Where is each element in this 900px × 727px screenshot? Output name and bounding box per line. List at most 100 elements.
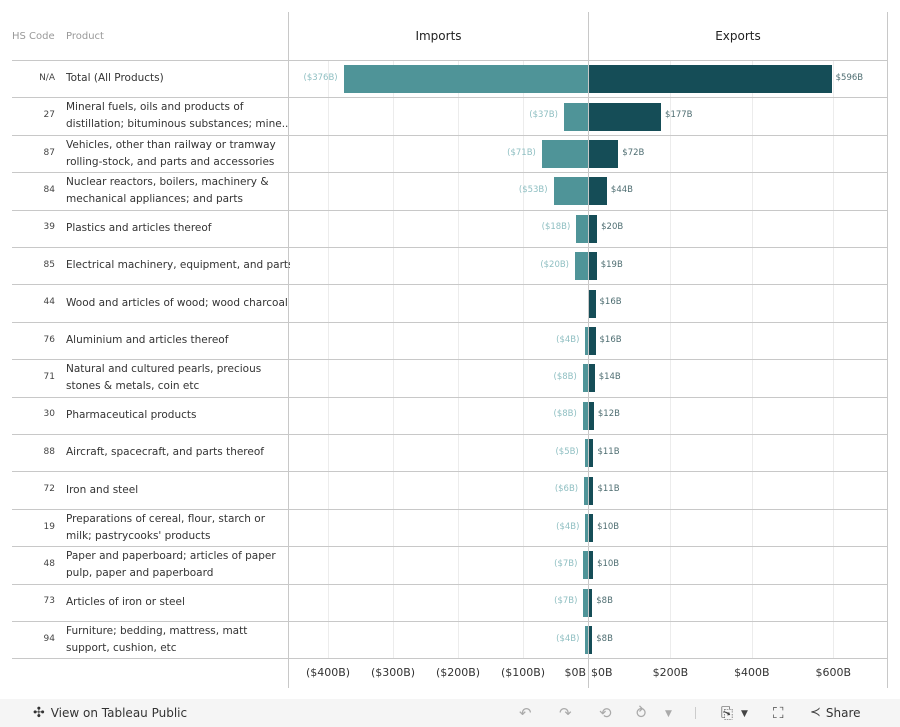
hs-code: 48: [43, 558, 55, 569]
import-bar[interactable]: [585, 327, 588, 355]
import-bar[interactable]: [541, 140, 588, 168]
row-divider: [12, 471, 888, 473]
export-value-label: $177B: [665, 110, 693, 121]
fullscreen-icon[interactable]: ⛶: [773, 704, 784, 722]
divider-left: [288, 12, 289, 689]
import-value-label: ($5B): [555, 446, 579, 457]
export-value-label: $8B: [596, 596, 613, 607]
product-name-line: Pharmaceutical products: [66, 408, 197, 421]
column-header-hs-code: HS Code: [12, 31, 55, 42]
row-divider: [12, 321, 888, 323]
product-name: Mineral fuels, oils and products of disti…: [66, 99, 290, 133]
import-bar[interactable]: [343, 65, 588, 94]
product-name-line: Total (All Products): [66, 72, 164, 85]
export-bar[interactable]: [589, 476, 594, 505]
export-bar[interactable]: [589, 588, 593, 617]
product-name-line: support, cushion, etc: [66, 641, 177, 654]
share-icon: ≺: [810, 705, 821, 720]
export-bar[interactable]: [589, 439, 594, 468]
export-bar[interactable]: [589, 626, 593, 655]
import-bar[interactable]: [582, 401, 588, 430]
export-bar[interactable]: [589, 214, 598, 243]
redo-icon[interactable]: ↷: [559, 704, 572, 722]
product-name-line: Vehicles, other than railway or tramway: [66, 138, 276, 151]
export-bar[interactable]: [589, 102, 662, 131]
import-bar[interactable]: [584, 476, 588, 505]
hs-code: 72: [43, 484, 55, 495]
undo-icon[interactable]: ↶: [519, 704, 532, 722]
export-bar[interactable]: [589, 289, 596, 318]
import-bar[interactable]: [563, 102, 588, 131]
row-divider: [12, 546, 888, 548]
product-name: Furniture; bedding, mattress, matt suppor…: [66, 623, 290, 657]
x-tick-label-exports: $200B: [652, 666, 689, 679]
x-tick-label-imports: $0B: [564, 666, 586, 679]
download-icon[interactable]: ⎘: [721, 704, 734, 722]
product-name-line: Plastics and articles thereof: [66, 221, 212, 234]
export-value-label: $14B: [598, 371, 621, 382]
export-bar[interactable]: [589, 327, 596, 355]
import-value-label: ($53B): [518, 184, 548, 195]
row-divider: [12, 97, 888, 99]
x-tick-label-exports: $600B: [815, 666, 852, 679]
product-name: Iron and steel: [66, 482, 290, 499]
divider-right: [887, 12, 888, 689]
product-name-line: Aircraft, spacecraft, and parts thereof: [66, 446, 264, 459]
import-bar[interactable]: [575, 252, 588, 281]
share-button[interactable]: ≺ Share: [810, 705, 861, 720]
export-bar[interactable]: [589, 551, 594, 580]
pane-title-exports: Exports: [715, 29, 761, 43]
export-value-label: $10B: [597, 558, 620, 569]
product-name-line: Electrical machinery, equipment, and par…: [66, 259, 290, 272]
export-bar[interactable]: [589, 514, 594, 542]
row-divider: [12, 172, 888, 174]
import-bar[interactable]: [583, 551, 588, 580]
import-bar[interactable]: [582, 364, 588, 393]
product-name: Vehicles, other than railway or tramway r…: [66, 137, 290, 171]
hs-code: 19: [43, 521, 55, 532]
refresh-dropdown-icon[interactable]: ▼: [665, 709, 672, 719]
row-divider: [12, 209, 888, 211]
refresh-icon[interactable]: ⥁: [636, 704, 647, 722]
export-bar[interactable]: [589, 140, 619, 168]
import-bar[interactable]: [583, 588, 588, 617]
revert-icon[interactable]: ⟲: [599, 704, 612, 722]
row-divider: [12, 359, 888, 361]
divider-center: [588, 12, 589, 689]
export-bar[interactable]: [589, 252, 597, 281]
x-tick-label-exports: $0B: [591, 666, 613, 679]
export-value-label: $11B: [597, 484, 620, 495]
import-bar[interactable]: [584, 439, 588, 468]
export-value-label: $11B: [597, 446, 620, 457]
import-value-label: ($4B): [556, 633, 580, 644]
view-on-tableau-label: View on Tableau Public: [50, 706, 188, 720]
import-value-label: ($18B): [541, 222, 571, 233]
hs-code: 85: [43, 259, 55, 270]
product-name: Nuclear reactors, boilers, machinery & me…: [66, 174, 290, 208]
row-divider: [12, 508, 888, 510]
import-bar[interactable]: [585, 626, 588, 655]
pane-title-imports: Imports: [415, 29, 462, 43]
row-divider: [12, 247, 888, 248]
export-bar[interactable]: [589, 177, 607, 206]
export-value-label: $72B: [622, 147, 645, 158]
product-name-line: distillation; bituminous substances; min…: [66, 118, 289, 131]
import-value-label: ($4B): [556, 521, 580, 532]
download-dropdown-icon[interactable]: ▼: [741, 709, 748, 719]
import-bar[interactable]: [585, 514, 588, 542]
import-bar[interactable]: [576, 214, 588, 243]
product-name: Preparations of cereal, flour, starch or…: [66, 511, 290, 545]
export-bar[interactable]: [589, 364, 595, 393]
row-divider: [12, 134, 888, 136]
view-on-tableau-link[interactable]: ✣ View on Tableau Public: [33, 705, 187, 721]
tableau-toolbar: ✣ View on Tableau Public ↶ ↷ ⟲ ⥁ ▼ ⎘ ▼ ⛶…: [0, 699, 900, 727]
product-name: Articles of iron or steel: [66, 594, 290, 611]
import-bar[interactable]: [553, 177, 588, 206]
product-name-line: Furniture; bedding, mattress, matt: [66, 624, 248, 637]
export-bar[interactable]: [589, 65, 832, 94]
export-bar[interactable]: [589, 401, 594, 430]
export-value-label: $16B: [599, 334, 622, 345]
hs-code: 87: [43, 147, 55, 158]
export-value-label: $19B: [600, 259, 623, 270]
product-name-line: Mineral fuels, oils and products of: [66, 101, 244, 114]
